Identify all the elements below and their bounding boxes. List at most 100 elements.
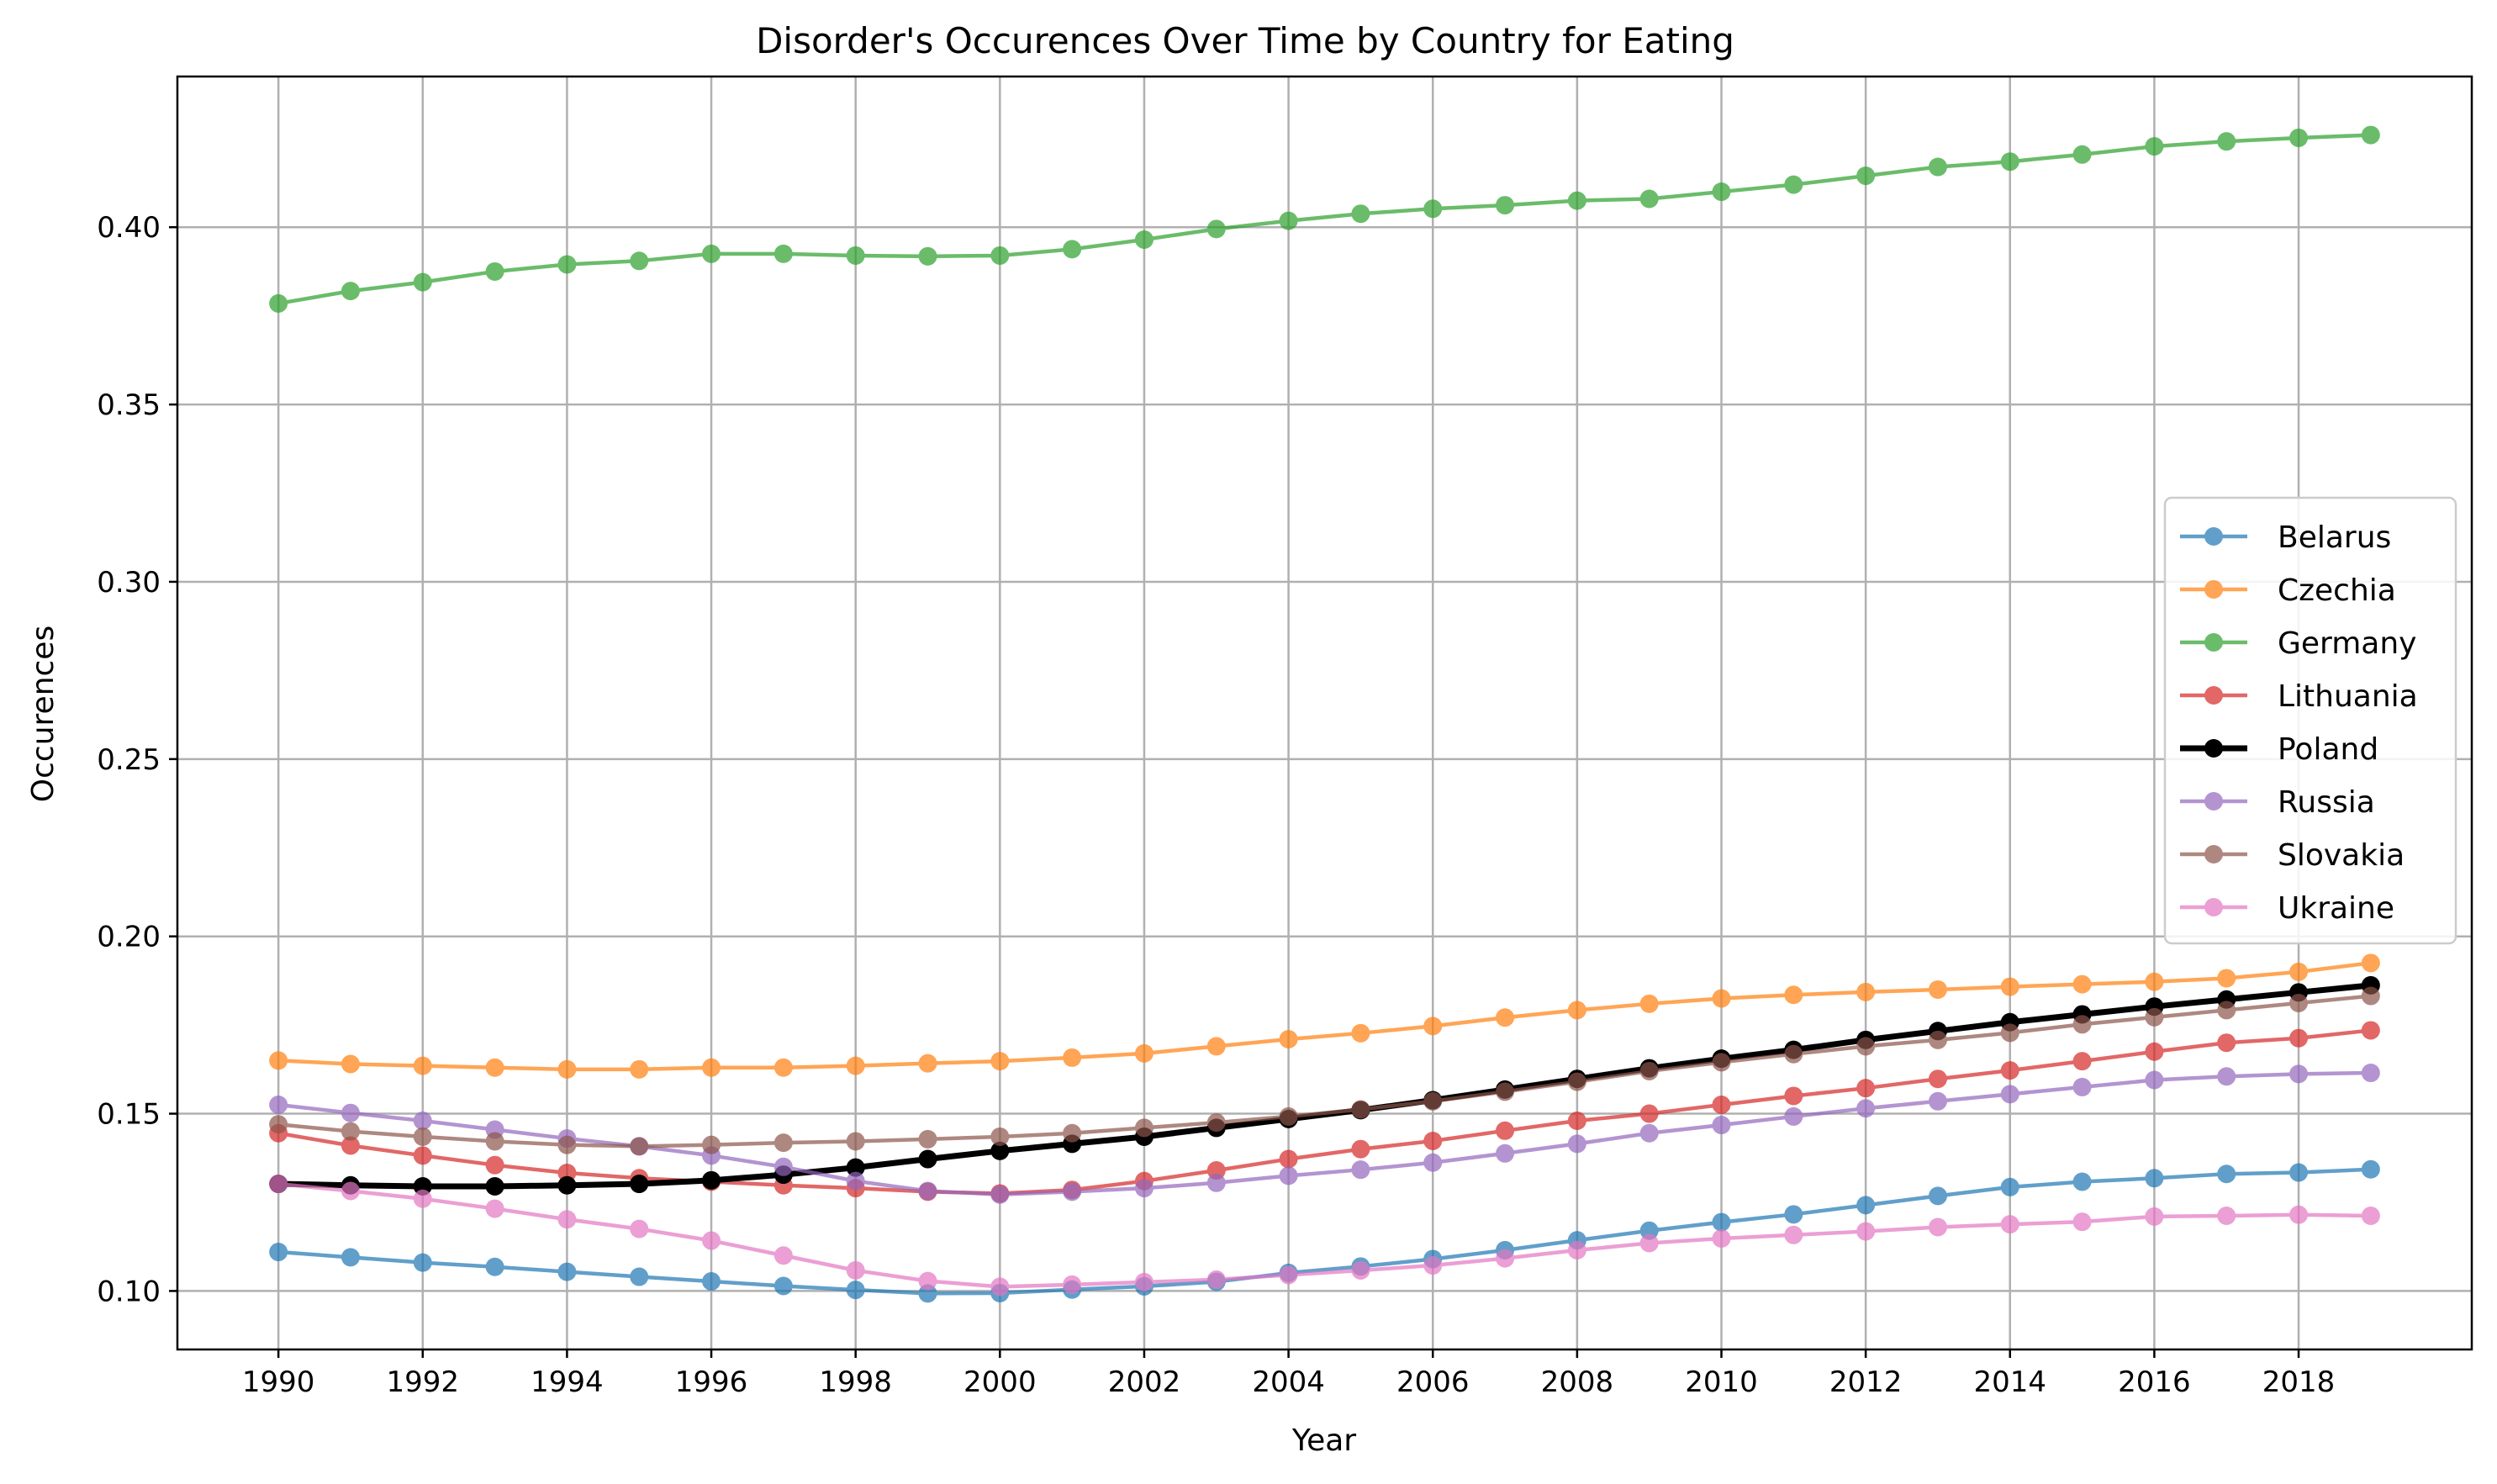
x-axis-ticks: 1990 1992 1994 1996 1998 2000 2002 2004 2006 2008…	[242, 1349, 2335, 1399]
y-tick-label: 0.40	[97, 211, 161, 245]
data-point	[2145, 1207, 2164, 1226]
data-point	[2289, 1028, 2309, 1048]
series-czechia	[269, 953, 2380, 1079]
data-point	[2145, 1042, 2164, 1061]
data-point	[269, 1051, 288, 1070]
data-point	[2361, 1021, 2380, 1040]
data-point	[1784, 1225, 1803, 1244]
data-point	[702, 1170, 721, 1190]
data-point	[485, 261, 504, 281]
data-point	[990, 1185, 1010, 1204]
data-point	[2361, 1207, 2380, 1226]
data-point	[1928, 1030, 1947, 1049]
y-tick-label: 0.10	[97, 1275, 161, 1308]
data-point	[2217, 1033, 2236, 1053]
data-point	[1639, 1061, 1659, 1080]
legend-entry	[2180, 686, 2247, 705]
legend-label: Lithuania	[2278, 679, 2418, 714]
data-point	[1712, 1096, 1731, 1115]
data-point	[1712, 1053, 1731, 1072]
legend-entry	[2180, 580, 2247, 599]
data-point	[918, 1054, 937, 1073]
data-point	[557, 1262, 577, 1281]
series-line	[277, 133, 2371, 306]
data-point	[846, 1056, 865, 1075]
plot-frame	[176, 75, 2473, 1351]
data-point	[1856, 982, 1876, 1001]
data-point	[702, 1058, 721, 1077]
data-point	[990, 1052, 1010, 1071]
data-point	[1567, 1072, 1586, 1091]
data-point	[2217, 1207, 2236, 1226]
x-tick-label: 1998	[819, 1365, 892, 1399]
data-point	[773, 1276, 793, 1296]
x-tick-label: 1992	[387, 1365, 460, 1399]
data-point	[340, 1122, 360, 1141]
data-point	[1639, 1123, 1659, 1143]
data-point	[557, 1210, 577, 1229]
data-point	[1134, 1043, 1153, 1063]
legend-entry	[2180, 898, 2247, 916]
legend-entry	[2180, 527, 2247, 546]
legend: Belarus Czechia Germany Lithuania Poland Russ…	[2163, 496, 2457, 945]
series-germany	[269, 125, 2380, 313]
x-tick-label: 2008	[1541, 1365, 1614, 1399]
data-point	[1856, 1222, 1876, 1241]
series-slovakia	[269, 986, 2380, 1156]
data-point	[413, 1189, 432, 1208]
data-point	[702, 244, 721, 263]
data-point	[557, 255, 577, 274]
data-point	[1928, 157, 1947, 177]
y-tick-label: 0.15	[97, 1098, 161, 1132]
data-point	[1928, 1069, 1947, 1089]
data-point	[2145, 972, 2164, 991]
data-point	[2217, 1001, 2236, 1020]
data-point	[918, 1149, 937, 1169]
data-point	[1351, 1100, 1370, 1119]
data-point	[990, 1277, 1010, 1297]
data-point	[340, 1054, 360, 1074]
data-point	[1496, 1143, 1515, 1163]
data-point	[1639, 1233, 1659, 1253]
data-point	[1567, 1111, 1586, 1130]
data-point	[846, 1158, 865, 1177]
data-point	[2361, 1064, 2380, 1083]
data-point	[2072, 1052, 2092, 1071]
legend-label: Belarus	[2278, 520, 2391, 555]
data-point	[1639, 1104, 1659, 1123]
x-tick-label: 2018	[2262, 1365, 2336, 1399]
data-point	[1279, 1166, 1298, 1186]
x-tick-label: 2006	[1396, 1365, 1470, 1399]
data-point	[413, 1127, 432, 1146]
data-point	[1712, 1116, 1731, 1135]
data-point	[990, 246, 1010, 265]
data-point	[413, 1056, 432, 1075]
data-point	[1856, 1196, 1876, 1215]
data-point	[702, 1135, 721, 1154]
data-point	[2217, 132, 2236, 151]
data-point	[1351, 1023, 1370, 1043]
series-line	[277, 1167, 2371, 1296]
data-point	[2217, 969, 2236, 988]
data-point	[340, 1103, 360, 1122]
x-tick-label: 2016	[2118, 1365, 2191, 1399]
data-point	[1856, 1037, 1876, 1056]
legend-entry	[2180, 845, 2247, 863]
data-point	[2289, 1205, 2309, 1224]
data-point	[2361, 1159, 2380, 1179]
data-point	[918, 1129, 937, 1149]
data-point	[2289, 993, 2309, 1012]
data-point	[2289, 962, 2309, 981]
x-tick-label: 2014	[1974, 1365, 2047, 1399]
data-point	[2289, 1163, 2309, 1182]
series-line	[277, 994, 2372, 1149]
data-point	[2145, 137, 2164, 156]
data-point	[1567, 191, 1586, 210]
data-point	[557, 1175, 577, 1195]
data-point	[269, 1243, 288, 1262]
data-point	[557, 1059, 577, 1079]
data-point	[1784, 1205, 1803, 1224]
data-point	[2361, 953, 2380, 973]
data-point	[630, 251, 649, 271]
